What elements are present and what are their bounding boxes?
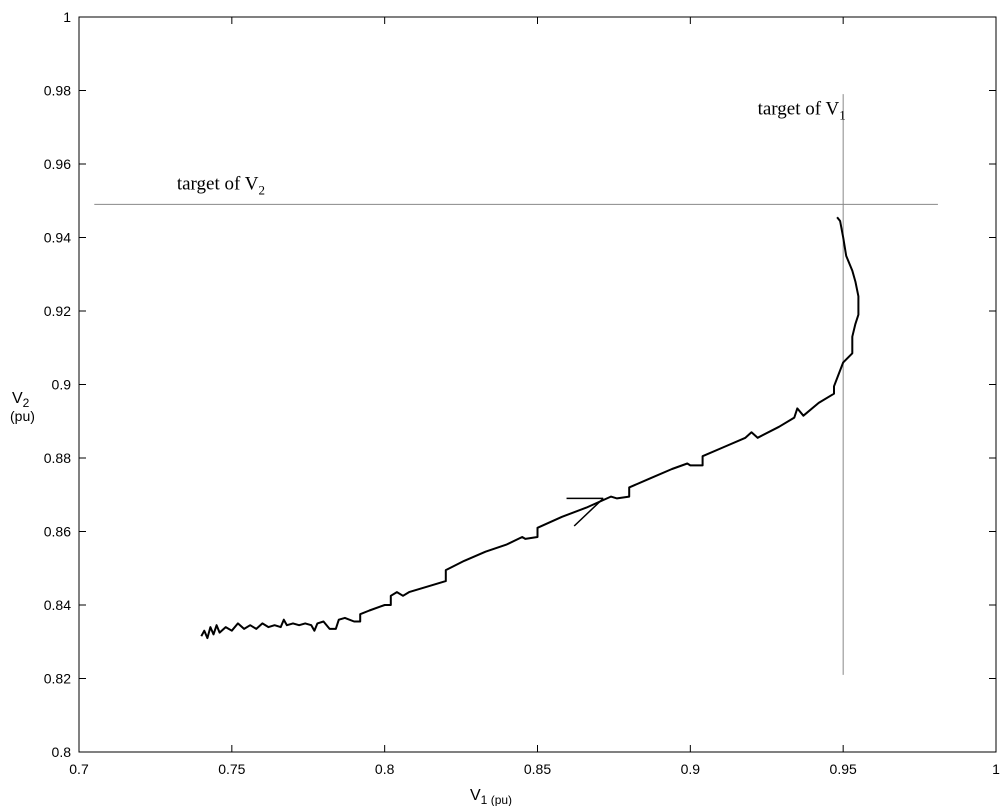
y-tick-label: 0.88 [44, 450, 71, 466]
y-tick-label: 0.9 [52, 377, 72, 393]
y-tick-label: 0.96 [44, 156, 71, 172]
y-tick-label: 0.98 [44, 83, 71, 99]
x-tick-label: 0.9 [681, 761, 701, 777]
y-axis-ticks: 0.8 0.82 0.84 0.86 0.88 0.9 0.92 0.94 0.96 0.98 1 [44, 9, 996, 760]
annotations: target of V2 target of V1 [177, 98, 846, 197]
y-tick-label: 0.92 [44, 303, 71, 319]
plot-frame [78, 16, 997, 753]
x-tick-label: 0.8 [375, 761, 395, 777]
target-annotation: target of V2 [177, 174, 265, 198]
trajectory-line [200, 216, 860, 640]
y-tick-label: 1 [63, 9, 71, 25]
y-axis-unit: (pu) [10, 408, 35, 424]
y-tick-label: 0.82 [44, 671, 71, 687]
x-tick-label: 1 [992, 761, 1000, 777]
target-lines [94, 94, 938, 675]
x-axis-ticks: 0.7 0.75 0.8 0.85 0.9 0.95 1 [69, 17, 1000, 777]
x-tick-label: 0.85 [524, 761, 551, 777]
direction-arrow [566, 497, 604, 527]
x-tick-label: 0.95 [830, 761, 857, 777]
target-annotation: target of V1 [758, 98, 846, 122]
x-tick-label: 0.75 [218, 761, 245, 777]
y-tick-label: 0.86 [44, 524, 71, 540]
y-axis-label: V2 [12, 390, 30, 410]
y-tick-label: 0.84 [44, 597, 71, 613]
arrow-stroke [573, 497, 604, 527]
y-tick-label: 0.94 [44, 230, 71, 246]
series-layer [200, 216, 860, 640]
x-axis-label: V1 (pu) [470, 787, 512, 806]
y-tick-label: 0.8 [52, 744, 72, 760]
x-tick-label: 0.7 [69, 761, 89, 777]
